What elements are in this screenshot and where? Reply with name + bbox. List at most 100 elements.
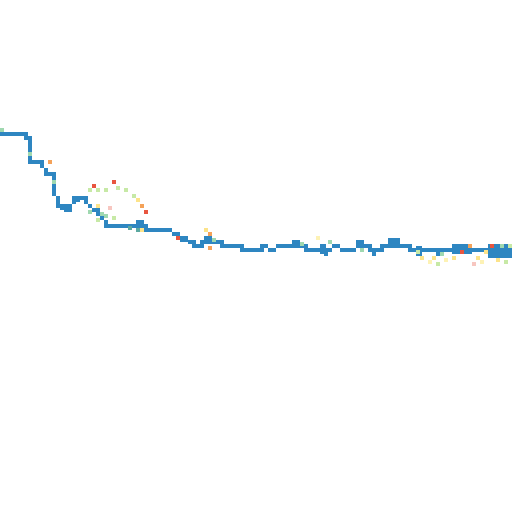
route-cell — [16, 132, 20, 136]
observation-marker — [124, 188, 128, 192]
observation-marker — [28, 152, 32, 156]
observation-marker — [0, 128, 4, 132]
route-cell — [104, 220, 108, 224]
route-cell — [0, 132, 4, 136]
route-cell — [120, 224, 124, 228]
route-cell — [368, 248, 372, 252]
route-cell — [144, 228, 148, 232]
route-cell — [188, 240, 192, 244]
route-cell — [136, 224, 140, 228]
route-cell — [84, 196, 88, 200]
observation-marker — [96, 218, 100, 222]
observation-marker — [140, 204, 144, 208]
route-cell — [28, 136, 32, 140]
route-block — [356, 240, 364, 248]
observation-marker — [88, 210, 92, 214]
route-cell — [284, 244, 288, 248]
route-cell — [244, 248, 248, 252]
route-cell — [400, 244, 404, 248]
route-cell — [340, 248, 344, 252]
route-cell — [280, 244, 284, 248]
route-cell — [380, 248, 384, 252]
route-cell — [52, 192, 56, 196]
route-cell — [168, 228, 172, 232]
route-cell — [228, 244, 232, 248]
route-cell — [432, 248, 436, 252]
route-cell — [164, 228, 168, 232]
route-cell — [32, 160, 36, 164]
observation-marker — [436, 262, 440, 266]
route-cell — [240, 244, 244, 248]
route-cell — [448, 248, 452, 252]
route-cell — [108, 224, 112, 228]
route-cell — [28, 160, 32, 164]
observation-marker — [316, 236, 320, 240]
route-cell — [24, 136, 28, 140]
route-cell — [428, 248, 432, 252]
observation-marker — [100, 212, 104, 216]
route-block — [60, 204, 70, 210]
observation-marker — [140, 228, 144, 232]
route-cell — [308, 248, 312, 252]
observation-marker — [52, 180, 56, 184]
route-block — [452, 244, 472, 254]
route-cell — [172, 232, 176, 236]
observation-marker — [132, 194, 136, 198]
observation-marker — [490, 244, 494, 248]
route-cell — [380, 244, 384, 248]
observation-marker — [108, 206, 112, 210]
route-cell — [176, 232, 180, 236]
route-cell — [224, 244, 228, 248]
route-cell — [288, 244, 292, 248]
route-cell — [248, 248, 252, 252]
route-cell — [92, 208, 96, 212]
observation-marker — [420, 256, 424, 260]
observation-marker — [112, 180, 116, 184]
observation-marker — [508, 244, 512, 248]
route-cell — [240, 248, 244, 252]
observation-marker — [472, 262, 476, 266]
route-cell — [264, 244, 268, 248]
route-cell — [192, 244, 196, 248]
observation-marker — [416, 250, 420, 254]
observation-marker — [504, 260, 508, 264]
route-cell — [364, 244, 368, 248]
route-cell — [152, 228, 156, 232]
route-cell — [20, 132, 24, 136]
route-cell — [40, 164, 44, 168]
route-cell — [116, 224, 120, 228]
route-cell — [52, 184, 56, 188]
route-cell — [80, 196, 84, 200]
route-cell — [444, 248, 448, 252]
route-cell — [344, 248, 348, 252]
route-cell — [332, 244, 336, 248]
route-cell — [232, 244, 236, 248]
route-cell — [84, 200, 88, 204]
route-cell — [276, 244, 280, 248]
observation-marker — [452, 256, 456, 260]
route-cell — [348, 248, 352, 252]
route-cell — [44, 168, 48, 172]
route-cell — [96, 208, 100, 212]
route-cell — [408, 244, 412, 248]
route-cell — [272, 248, 276, 252]
route-cell — [256, 248, 260, 252]
route-cell — [96, 212, 100, 216]
route-cell — [28, 156, 32, 160]
route-cell — [252, 248, 256, 252]
observation-marker — [432, 256, 436, 260]
route-block — [292, 240, 300, 248]
route-cell — [48, 172, 52, 176]
route-cell — [472, 248, 476, 252]
observation-marker — [476, 256, 480, 260]
route-block — [72, 196, 80, 202]
route-cell — [412, 248, 416, 252]
route-cell — [100, 216, 104, 220]
route-cell — [144, 224, 148, 228]
route-cell — [220, 244, 224, 248]
route-cell — [424, 248, 428, 252]
observation-marker — [96, 188, 100, 192]
